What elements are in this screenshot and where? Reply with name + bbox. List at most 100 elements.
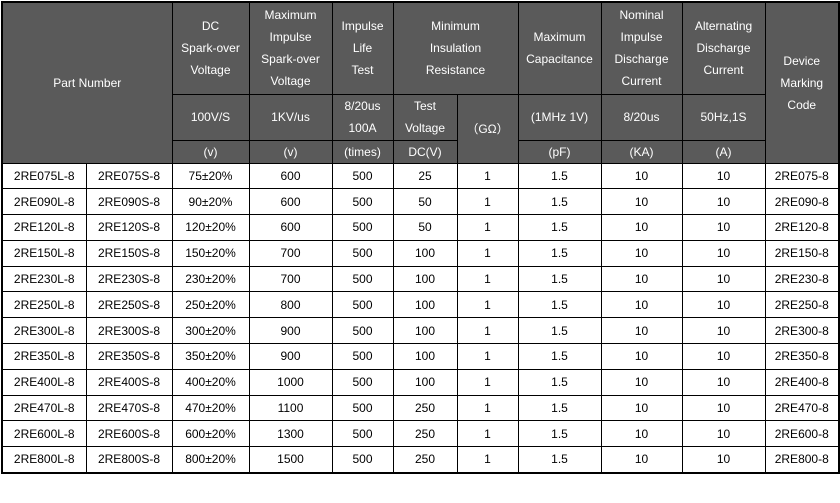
cell-max-impulse-spark-over-voltage: 600	[248, 162, 333, 190]
cell-max-capacitance: 1.5	[517, 343, 602, 370]
cell-alternating-discharge: 10	[681, 368, 766, 396]
unit-impulse-life-test: (times)	[331, 139, 394, 164]
header-max-impulse-spark-over-voltage: Maximum Impulse Spark-over Voltage	[248, 1, 333, 95]
header-part-number: Part Number	[1, 1, 173, 164]
cell-nominal-impulse-discharge: 10	[600, 343, 683, 370]
cell-nominal-impulse-discharge: 10	[600, 265, 683, 293]
cell-part-number-l: 2RE075L-8	[1, 162, 87, 190]
cell-part-number-s: 2RE350S-8	[85, 343, 173, 370]
cell-max-impulse-spark-over-voltage: 1500	[248, 446, 333, 474]
cell-impulse-life-test: 500	[331, 214, 394, 241]
cell-part-number-s: 2RE250S-8	[85, 291, 173, 319]
cell-device-marking-code: 2RE350-8	[764, 343, 840, 370]
cell-max-capacitance: 1.5	[517, 446, 602, 474]
cell-max-capacitance: 1.5	[517, 162, 602, 190]
cell-device-marking-code: 2RE150-8	[764, 239, 840, 267]
cell-dc-spark-over-voltage: 75±20%	[171, 162, 250, 190]
cell-dc-spark-over-voltage: 150±20%	[171, 239, 250, 267]
cell-max-capacitance: 1.5	[517, 239, 602, 267]
header-max-capacitance: Maximum Capacitance	[517, 1, 602, 95]
condition-alternating-discharge: 50Hz,1S	[681, 93, 766, 141]
cell-part-number-l: 2RE150L-8	[1, 239, 87, 267]
header-min-insulation-resistance: Minimum Insulation Resistance	[392, 1, 519, 95]
cell-max-impulse-spark-over-voltage: 600	[248, 188, 333, 216]
cell-insulation-test-voltage: 250	[392, 420, 458, 448]
cell-dc-spark-over-voltage: 800±20%	[171, 446, 250, 474]
cell-dc-spark-over-voltage: 600±20%	[171, 420, 250, 448]
cell-impulse-life-test: 500	[331, 343, 394, 370]
table-row: 2RE350L-8 2RE350S-8 350±20% 900 500 100 …	[1, 343, 840, 370]
cell-dc-spark-over-voltage: 230±20%	[171, 265, 250, 293]
cell-device-marking-code: 2RE090-8	[764, 188, 840, 216]
cell-insulation-resistance: 1	[456, 291, 519, 319]
cell-alternating-discharge: 10	[681, 188, 766, 216]
cell-device-marking-code: 2RE075-8	[764, 162, 840, 190]
condition-insulation-test-voltage: Test Voltage	[392, 93, 458, 141]
cell-part-number-s: 2RE300S-8	[85, 317, 173, 345]
cell-max-capacitance: 1.5	[517, 291, 602, 319]
cell-max-impulse-spark-over-voltage: 700	[248, 239, 333, 267]
cell-dc-spark-over-voltage: 120±20%	[171, 214, 250, 241]
table-row: 2RE470L-8 2RE470S-8 470±20% 1100 500 250…	[1, 394, 840, 422]
cell-dc-spark-over-voltage: 470±20%	[171, 394, 250, 422]
condition-max-capacitance: (1MHz 1V)	[517, 93, 602, 141]
cell-max-impulse-spark-over-voltage: 1300	[248, 420, 333, 448]
cell-insulation-test-voltage: 50	[392, 188, 458, 216]
cell-max-impulse-spark-over-voltage: 900	[248, 343, 333, 370]
cell-dc-spark-over-voltage: 350±20%	[171, 343, 250, 370]
cell-insulation-resistance: 1	[456, 239, 519, 267]
cell-alternating-discharge: 10	[681, 394, 766, 422]
cell-part-number-l: 2RE470L-8	[1, 394, 87, 422]
cell-nominal-impulse-discharge: 10	[600, 446, 683, 474]
cell-device-marking-code: 2RE400-8	[764, 368, 840, 396]
cell-nominal-impulse-discharge: 10	[600, 162, 683, 190]
cell-max-impulse-spark-over-voltage: 600	[248, 214, 333, 241]
cell-insulation-resistance: 1	[456, 317, 519, 345]
cell-dc-spark-over-voltage: 250±20%	[171, 291, 250, 319]
cell-part-number-l: 2RE350L-8	[1, 343, 87, 370]
cell-impulse-life-test: 500	[331, 265, 394, 293]
cell-nominal-impulse-discharge: 10	[600, 291, 683, 319]
cell-max-impulse-spark-over-voltage: 1100	[248, 394, 333, 422]
table-row: 2RE075L-8 2RE075S-8 75±20% 600 500 25 1 …	[1, 162, 840, 190]
cell-insulation-test-voltage: 25	[392, 162, 458, 190]
cell-alternating-discharge: 10	[681, 291, 766, 319]
unit-max-capacitance: (pF)	[517, 139, 602, 164]
cell-part-number-s: 2RE600S-8	[85, 420, 173, 448]
cell-max-capacitance: 1.5	[517, 394, 602, 422]
cell-alternating-discharge: 10	[681, 214, 766, 241]
cell-part-number-s: 2RE120S-8	[85, 214, 173, 241]
table-row: 2RE300L-8 2RE300S-8 300±20% 900 500 100 …	[1, 317, 840, 345]
cell-part-number-l: 2RE300L-8	[1, 317, 87, 345]
cell-device-marking-code: 2RE300-8	[764, 317, 840, 345]
cell-alternating-discharge: 10	[681, 343, 766, 370]
cell-alternating-discharge: 10	[681, 317, 766, 345]
cell-device-marking-code: 2RE470-8	[764, 394, 840, 422]
cell-insulation-test-voltage: 250	[392, 394, 458, 422]
condition-dc-spark-over: 100V/S	[171, 93, 250, 141]
cell-alternating-discharge: 10	[681, 420, 766, 448]
header-impulse-life-test: Impulse Life Test	[331, 1, 394, 95]
cell-impulse-life-test: 500	[331, 420, 394, 448]
cell-device-marking-code: 2RE600-8	[764, 420, 840, 448]
cell-dc-spark-over-voltage: 90±20%	[171, 188, 250, 216]
cell-max-capacitance: 1.5	[517, 214, 602, 241]
cell-device-marking-code: 2RE250-8	[764, 291, 840, 319]
spec-table: Part Number DC Spark-over Voltage Maximu…	[1, 1, 840, 474]
cell-part-number-l: 2RE800L-8	[1, 446, 87, 474]
cell-nominal-impulse-discharge: 10	[600, 368, 683, 396]
cell-insulation-test-voltage: 250	[392, 446, 458, 474]
cell-part-number-s: 2RE230S-8	[85, 265, 173, 293]
cell-impulse-life-test: 500	[331, 368, 394, 396]
table-row: 2RE250L-8 2RE250S-8 250±20% 800 500 100 …	[1, 291, 840, 319]
cell-max-capacitance: 1.5	[517, 265, 602, 293]
cell-impulse-life-test: 500	[331, 291, 394, 319]
cell-alternating-discharge: 10	[681, 239, 766, 267]
cell-insulation-test-voltage: 100	[392, 317, 458, 345]
cell-part-number-s: 2RE470S-8	[85, 394, 173, 422]
header-dc-spark-over-voltage: DC Spark-over Voltage	[171, 1, 250, 95]
cell-part-number-l: 2RE230L-8	[1, 265, 87, 293]
cell-insulation-resistance: 1	[456, 265, 519, 293]
cell-dc-spark-over-voltage: 400±20%	[171, 368, 250, 396]
